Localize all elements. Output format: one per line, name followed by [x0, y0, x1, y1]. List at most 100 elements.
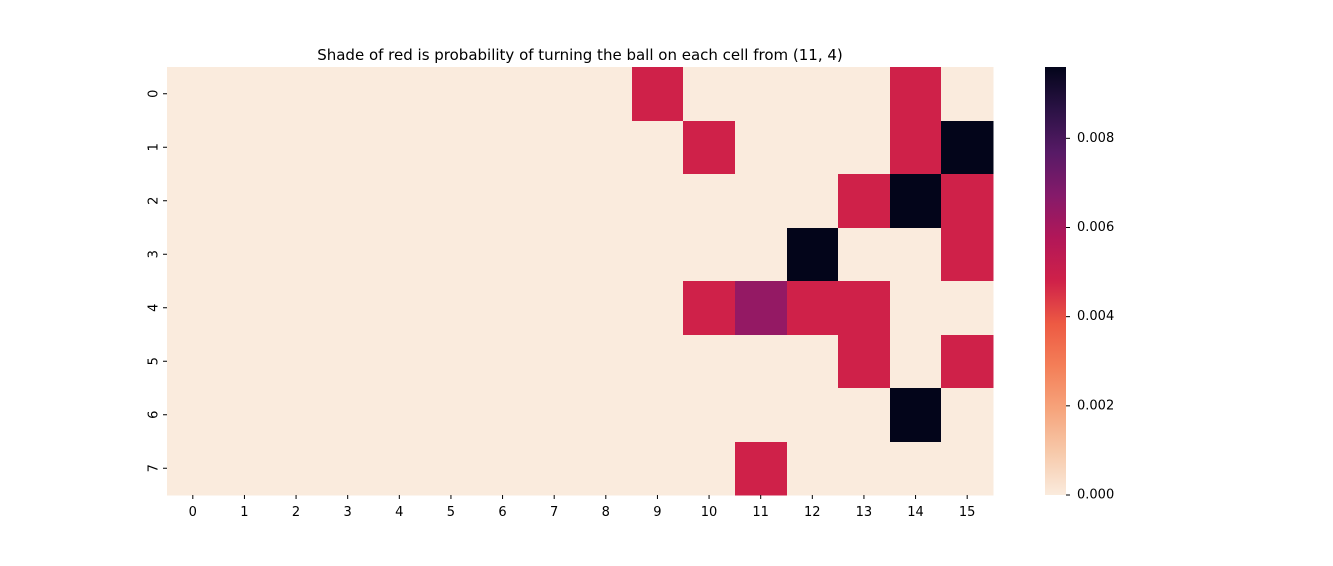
heatmap-cell [890, 67, 942, 122]
heatmap-cell [374, 121, 426, 175]
heatmap-cell [322, 174, 375, 229]
y-tick-label: 3 [147, 250, 162, 258]
heatmap-cell [528, 335, 581, 389]
x-tick-label: 15 [959, 505, 976, 520]
x-tick-label: 0 [189, 505, 197, 520]
x-tick-label: 5 [447, 505, 455, 520]
heatmap-cell [787, 388, 839, 443]
heatmap-cell [528, 228, 581, 282]
x-tick-label: 10 [701, 505, 718, 520]
heatmap-cell [735, 335, 788, 389]
x-tick-label: 1 [240, 505, 248, 520]
x-tick-label: 8 [602, 505, 610, 520]
heatmap-cell [838, 67, 891, 122]
colorbar-tick-label: 0.008 [1077, 131, 1114, 146]
heatmap-cell [838, 174, 891, 229]
y-tick-label: 5 [147, 357, 162, 365]
heatmap-cell [580, 388, 633, 443]
heatmap-cell [890, 174, 942, 229]
heatmap-cell [167, 121, 220, 175]
heatmap-cell [838, 335, 891, 389]
heatmap-cell [219, 335, 271, 389]
heatmap-cell [374, 67, 426, 122]
heatmap-cell [941, 121, 994, 175]
heatmap-cell [322, 281, 375, 336]
heatmap-cell [580, 121, 633, 175]
heatmap-cell [941, 67, 994, 122]
heatmap-cell [683, 281, 736, 336]
heatmap-cell [167, 228, 220, 282]
colorbar-ticks: 0.000 0.002 0.004 0.006 0.008 [1066, 131, 1114, 503]
heatmap-cell [683, 228, 736, 282]
heatmap-cell [477, 121, 529, 175]
heatmap-cell [787, 174, 839, 229]
heatmap-cell [270, 228, 323, 282]
heatmap-cell [528, 281, 581, 336]
heatmap-cell [683, 442, 736, 496]
heatmap-cell [270, 442, 323, 496]
x-tick-label: 7 [550, 505, 558, 520]
heatmap-cell [322, 335, 375, 389]
heatmap-cell [787, 281, 839, 336]
x-tick-label: 4 [395, 505, 403, 520]
heatmap-cell [477, 388, 529, 443]
heatmap-cell [270, 174, 323, 229]
heatmap-cell [580, 228, 633, 282]
heatmap-cell [425, 388, 478, 443]
heatmap-cell [838, 281, 891, 336]
heatmap-cell [632, 228, 684, 282]
y-tick-label: 2 [147, 197, 162, 205]
heatmap-cell [838, 121, 891, 175]
heatmap-cell [219, 281, 271, 336]
heatmap-cell [374, 388, 426, 443]
heatmap-cell [941, 335, 994, 389]
heatmap-cell [787, 442, 839, 496]
heatmap-cell [683, 67, 736, 122]
heatmap-cell [425, 335, 478, 389]
heatmap-cell [322, 442, 375, 496]
heatmap-cell [890, 121, 942, 175]
heatmap-cell [425, 442, 478, 496]
heatmap-cell [528, 442, 581, 496]
heatmap-cell [735, 442, 788, 496]
heatmap-cell [477, 174, 529, 229]
heatmap-cell [735, 174, 788, 229]
heatmap-cell [477, 67, 529, 122]
y-tick-label: 7 [147, 464, 162, 472]
heatmap-cell [941, 228, 994, 282]
heatmap-cell [477, 442, 529, 496]
heatmap-cell [735, 67, 788, 122]
colorbar [1045, 67, 1066, 495]
y-tick-label: 6 [147, 411, 162, 419]
heatmap-cell [219, 228, 271, 282]
heatmap-cell [683, 174, 736, 229]
heatmap-cell [787, 228, 839, 282]
heatmap-cell [683, 335, 736, 389]
colorbar-tick-label: 0.006 [1077, 220, 1114, 235]
heatmap-cell [632, 67, 684, 122]
colorbar-tick-label: 0.004 [1077, 309, 1114, 324]
heatmap-cell [322, 228, 375, 282]
heatmap-cell [735, 228, 788, 282]
heatmap-cell [787, 121, 839, 175]
heatmap-cell [270, 388, 323, 443]
heatmap-cell [735, 388, 788, 443]
heatmap-cell [425, 121, 478, 175]
heatmap-cell [580, 281, 633, 336]
heatmap-cell [425, 228, 478, 282]
heatmap-cell [219, 388, 271, 443]
heatmap-cell [838, 388, 891, 443]
heatmap-cell [890, 335, 942, 389]
x-tick-label: 9 [653, 505, 661, 520]
heatmap-cell [941, 174, 994, 229]
heatmap-cell [683, 388, 736, 443]
heatmap-cell [838, 228, 891, 282]
heatmap-cell [890, 281, 942, 336]
heatmap-cell [632, 121, 684, 175]
heatmap-cell [580, 67, 633, 122]
heatmap-cell [167, 335, 220, 389]
heatmap-cells [167, 67, 994, 496]
heatmap-cell [374, 442, 426, 496]
heatmap-cell [528, 388, 581, 443]
heatmap-cell [219, 442, 271, 496]
